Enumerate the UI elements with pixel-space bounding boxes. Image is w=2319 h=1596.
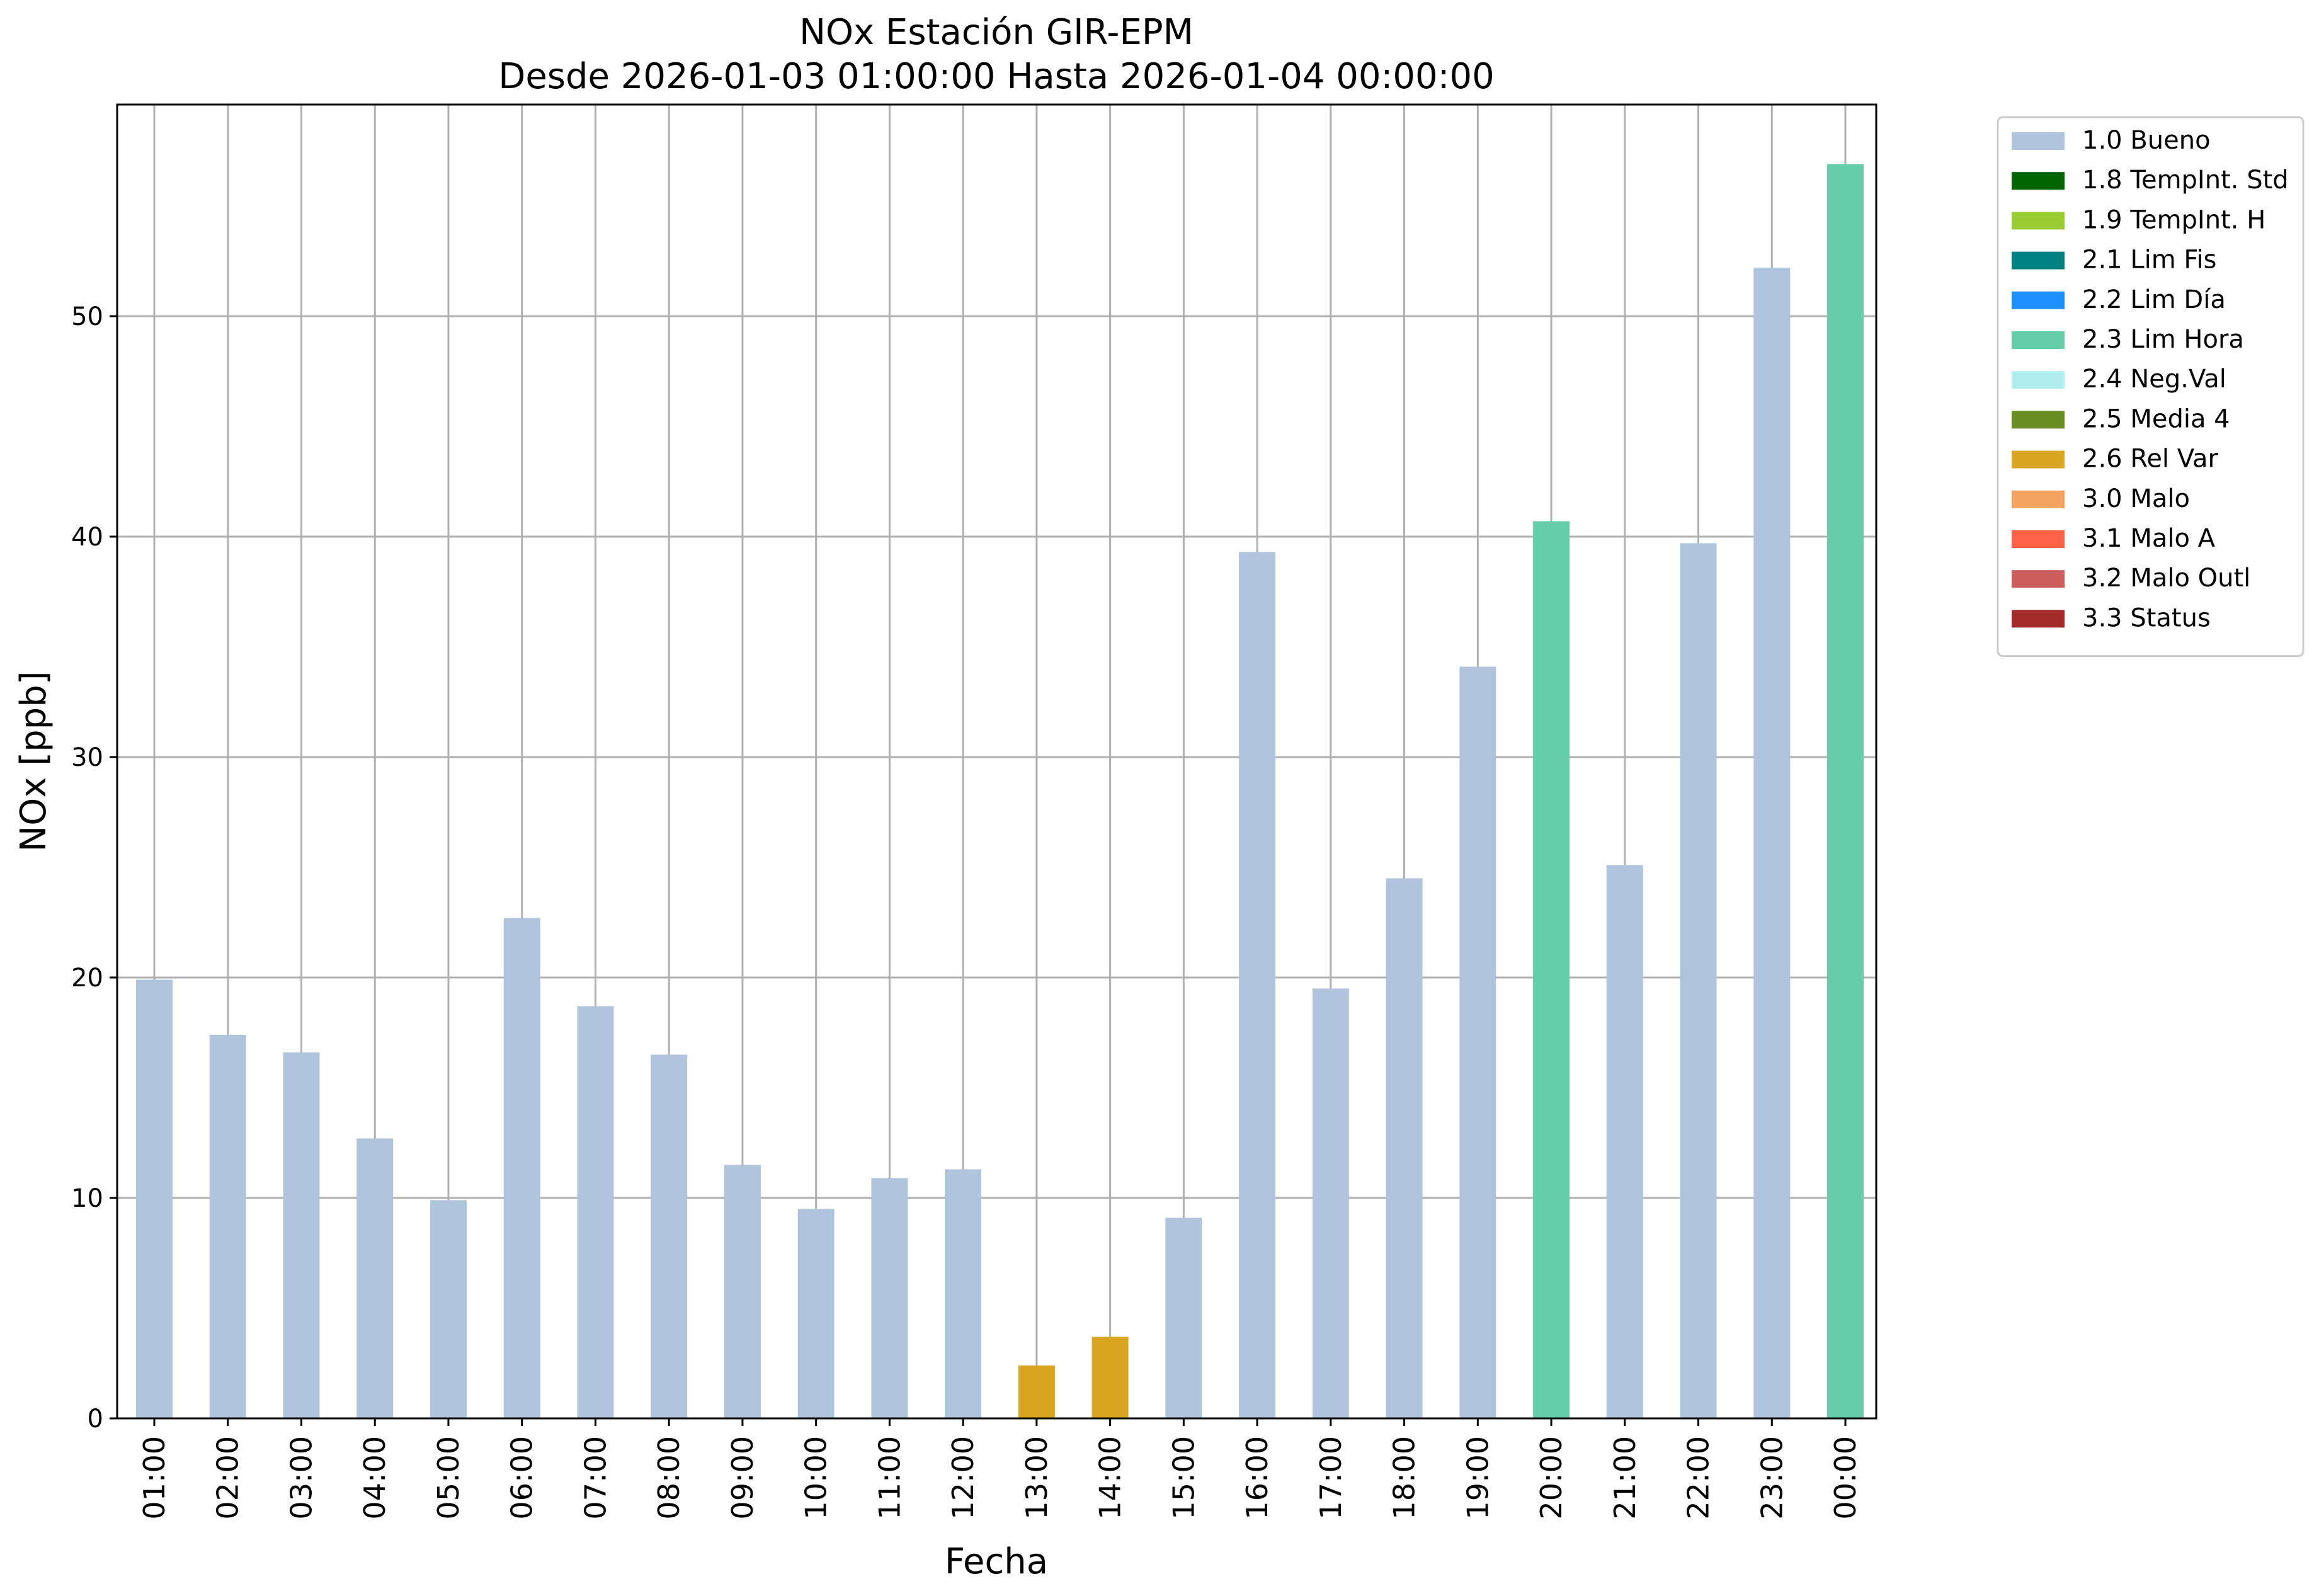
bar [1680, 543, 1717, 1418]
x-tick-label: 13:00 [1020, 1436, 1054, 1520]
bar [356, 1138, 394, 1418]
chart-subtitle: Desde 2026-01-03 01:00:00 Hasta 2026-01-… [498, 56, 1495, 97]
legend-swatch [2012, 570, 2065, 588]
legend-swatch [2012, 251, 2065, 270]
legend-swatch [2012, 212, 2065, 230]
bar [1459, 666, 1496, 1418]
legend-swatch [2012, 291, 2065, 309]
x-tick-label: 12:00 [946, 1436, 980, 1520]
bar [136, 979, 173, 1418]
legend-swatch [2012, 490, 2065, 508]
legend-label: 3.1 Malo A [2082, 524, 2216, 553]
x-tick-label: 08:00 [652, 1436, 686, 1520]
bar [1018, 1365, 1055, 1418]
legend-swatch [2012, 450, 2065, 469]
x-tick-label: 03:00 [284, 1436, 318, 1520]
x-tick-label: 19:00 [1461, 1436, 1495, 1520]
legend-frame [1997, 116, 2305, 658]
legend-label: 2.4 Neg.Val [2082, 365, 2226, 394]
x-tick-label: 07:00 [578, 1436, 612, 1520]
bar [797, 1209, 835, 1418]
x-tick-label: 17:00 [1314, 1436, 1348, 1520]
bar [1386, 878, 1423, 1418]
y-tick-label: 0 [88, 1405, 103, 1434]
x-tick-label: 01:00 [137, 1436, 171, 1520]
bar [1091, 1337, 1129, 1418]
x-tick-label: 16:00 [1240, 1436, 1274, 1520]
bar [283, 1052, 320, 1418]
bar [503, 918, 540, 1418]
x-tick-label: 09:00 [726, 1436, 760, 1520]
x-tick-label: 11:00 [872, 1436, 906, 1520]
y-tick-label: 20 [71, 964, 103, 993]
bar [577, 1006, 614, 1418]
bars [136, 164, 1864, 1418]
legend-label: 1.8 TempInt. Std [2082, 166, 2289, 195]
legend-label: 1.9 TempInt. H [2082, 205, 2265, 234]
bar [430, 1200, 467, 1418]
legend-swatch [2012, 132, 2065, 150]
legend-swatch [2012, 172, 2065, 190]
legend-label: 1.0 Bueno [2082, 126, 2211, 155]
x-tick-label: 14:00 [1093, 1436, 1127, 1520]
bar [1753, 268, 1791, 1418]
legend[interactable]: 1.0 Bueno 1.8 TempInt. Std 1.9 TempInt. H 2… [1997, 116, 2305, 658]
bar [1239, 552, 1276, 1418]
bar [209, 1035, 246, 1418]
x-tick-label: 02:00 [211, 1436, 245, 1520]
x-tick-label: 05:00 [431, 1436, 465, 1520]
x-tick-label: 18:00 [1387, 1436, 1422, 1520]
bar [1312, 988, 1349, 1418]
bar [724, 1165, 761, 1418]
legend-swatch [2012, 610, 2065, 628]
x-tick-label: 10:00 [799, 1436, 833, 1520]
legend-swatch [2012, 411, 2065, 429]
bar [871, 1178, 908, 1418]
x-tick-label: 04:00 [358, 1436, 392, 1520]
legend-label: 2.6 Rel Var [2082, 445, 2219, 474]
bar [1827, 164, 1864, 1418]
bar [651, 1054, 688, 1418]
legend-swatch [2012, 530, 2065, 548]
bar [1606, 865, 1643, 1418]
bar [1533, 521, 1570, 1418]
legend-label: 2.1 Lim Fis [2082, 246, 2216, 275]
legend-label: 2.2 Lim Día [2082, 285, 2226, 314]
y-tick-label: 40 [71, 523, 103, 552]
legend-label: 3.2 Malo Outl [2082, 564, 2250, 593]
legend-label: 3.0 Malo [2082, 484, 2190, 513]
chart-title: NOx Estación GIR-EPM [799, 12, 1194, 53]
legend-label: 2.5 Media 4 [2082, 404, 2230, 433]
legend-label: 2.3 Lim Hora [2082, 325, 2244, 354]
x-tick-label: 06:00 [505, 1436, 539, 1520]
y-tick-label: 30 [71, 743, 103, 772]
plot-area-frame [116, 103, 1877, 1420]
x-tick-label: 15:00 [1166, 1436, 1200, 1520]
y-tick-label: 50 [71, 302, 103, 331]
legend-swatch [2012, 331, 2065, 349]
y-axis-ticks: 0 10 20 30 40 50 [71, 302, 117, 1434]
bar [945, 1169, 982, 1418]
x-tick-label: 21:00 [1608, 1436, 1642, 1520]
x-axis-label: Fecha [945, 1541, 1048, 1582]
x-tick-label: 20:00 [1534, 1436, 1568, 1520]
y-axis-label: NOx [ppb] [13, 671, 54, 852]
x-tick-label: 23:00 [1755, 1436, 1789, 1520]
y-tick-label: 10 [71, 1184, 103, 1213]
x-tick-label: 22:00 [1682, 1436, 1716, 1520]
legend-label: 3.3 Status [2082, 603, 2211, 632]
x-axis-ticks: 01:00 02:00 03:00 04:00 05:00 06:00 07:00 08:00… [137, 1418, 1862, 1520]
legend-swatch [2012, 371, 2065, 389]
x-tick-label: 00:00 [1828, 1436, 1862, 1520]
bar [1165, 1217, 1202, 1418]
